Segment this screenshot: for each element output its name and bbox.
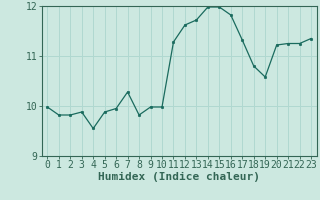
- X-axis label: Humidex (Indice chaleur): Humidex (Indice chaleur): [98, 172, 260, 182]
